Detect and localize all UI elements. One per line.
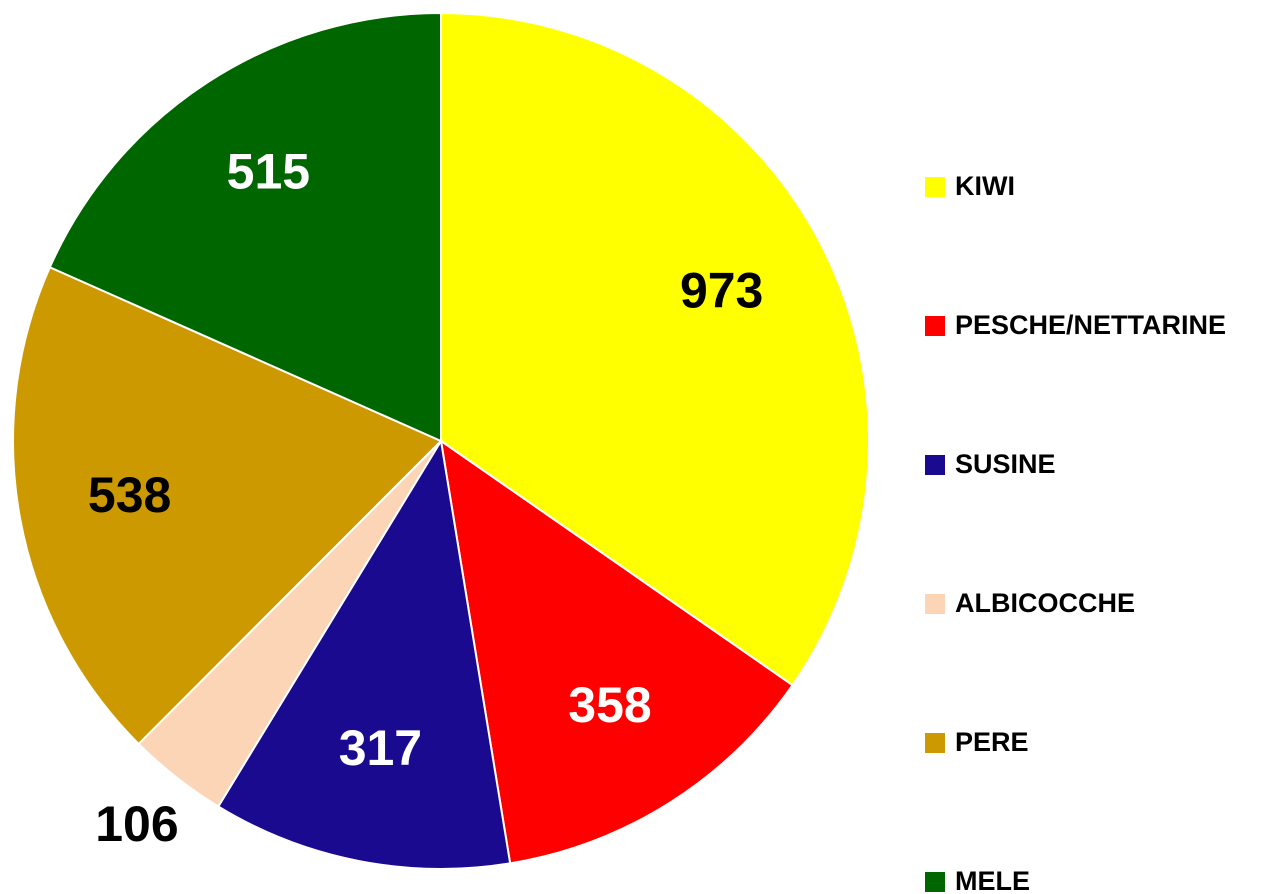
legend-swatch xyxy=(925,594,945,614)
legend-swatch xyxy=(925,872,945,892)
pie-slice xyxy=(216,438,512,870)
pie-slice xyxy=(439,438,794,865)
legend-label: PERE xyxy=(955,727,1029,757)
legend-swatch xyxy=(925,455,945,475)
legend-label: MELE xyxy=(955,866,1030,894)
data-label: 973 xyxy=(680,262,763,318)
legend-label: PESCHE/NETTARINE xyxy=(955,310,1226,340)
pie-slice xyxy=(440,11,870,687)
legend-swatch xyxy=(925,733,945,753)
data-label: 317 xyxy=(339,720,422,776)
pie-slice xyxy=(48,11,442,443)
data-label: 106 xyxy=(95,796,178,852)
data-label: 358 xyxy=(568,677,651,733)
pie-slice xyxy=(12,265,443,746)
legend-label: SUSINE xyxy=(955,449,1056,479)
legend-label: KIWI xyxy=(955,171,1015,201)
legend-label: ALBICOCCHE xyxy=(955,588,1135,618)
data-label: 515 xyxy=(227,144,310,200)
legend-swatch xyxy=(925,177,945,197)
legend-swatch xyxy=(925,316,945,336)
data-label: 538 xyxy=(88,467,171,523)
